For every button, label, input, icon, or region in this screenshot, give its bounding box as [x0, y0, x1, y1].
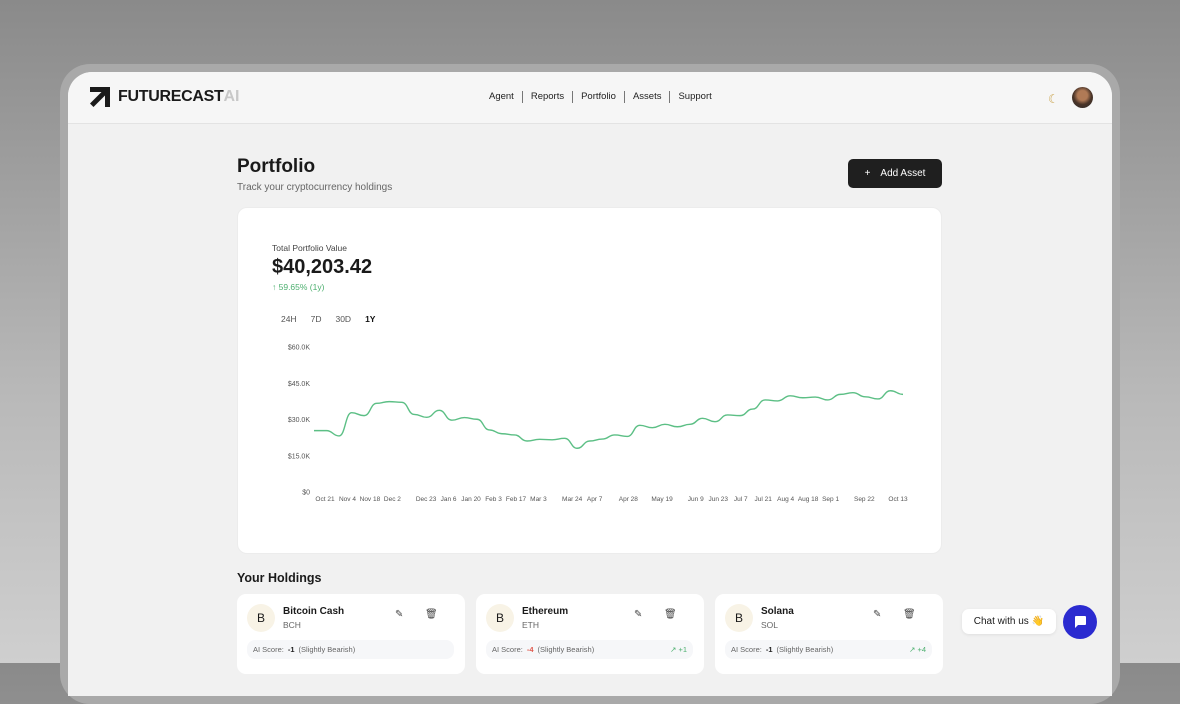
x-tick-label: Sep 1: [822, 496, 839, 503]
app-screen: FUTURECASTAI Agent Reports Portfolio Ass…: [68, 72, 1112, 696]
holdings-title: Your Holdings: [237, 571, 322, 585]
ai-score-bar: AI Score: -1 (Slightly Bearish) ↗ +4: [725, 640, 932, 659]
nav-assets[interactable]: Assets: [625, 91, 671, 103]
y-tick-label: $60.0K: [288, 345, 311, 352]
value-change: ↑ 59.65% (1y): [272, 282, 325, 292]
holding-card[interactable]: B Solana SOL ✎ 🗑 AI Score: -1 (Slightly Be…: [715, 594, 943, 674]
top-nav-bar: FUTURECASTAI Agent Reports Portfolio Ass…: [68, 72, 1112, 124]
device-frame: FUTURECASTAI Agent Reports Portfolio Ass…: [60, 64, 1120, 704]
x-tick-label: Jan 20: [461, 496, 481, 503]
ai-score-value: -4: [526, 645, 534, 654]
plus-icon: +: [864, 168, 871, 179]
moon-icon[interactable]: ☾: [1048, 92, 1059, 106]
x-tick-label: Feb 3: [485, 496, 502, 503]
coin-icon: B: [725, 604, 753, 632]
coin-icon: B: [486, 604, 514, 632]
x-tick-label: Aug 18: [798, 496, 819, 503]
ai-score-value: -1: [287, 645, 295, 654]
x-tick-label: Jun 23: [708, 496, 728, 503]
add-asset-button[interactable]: + Add Asset: [848, 159, 942, 188]
range-1y[interactable]: 1Y: [365, 314, 376, 324]
x-tick-label: Mar 3: [530, 496, 547, 503]
x-tick-label: Nov 18: [360, 496, 381, 503]
chat-with-us-bubble[interactable]: Chat with us 👋: [962, 609, 1056, 634]
total-value: $40,203.42: [272, 256, 373, 278]
score-trend: ↗ +4: [909, 645, 926, 654]
edit-icon[interactable]: ✎: [634, 609, 643, 620]
holding-card[interactable]: B Ethereum ETH ✎ 🗑 AI Score: -4 (Slightly …: [476, 594, 704, 674]
range-selector: 24H 7D 30D 1Y: [274, 314, 382, 324]
chat-icon: [1075, 616, 1086, 628]
trash-icon[interactable]: 🗑: [664, 609, 677, 620]
coin-name: Bitcoin Cash: [283, 606, 345, 617]
portfolio-chart-card: Total Portfolio Value $40,203.42 ↑ 59.65…: [237, 207, 942, 554]
x-tick-label: Mar 24: [562, 496, 583, 503]
ai-score-bar: AI Score: -4 (Slightly Bearish) ↗ +1: [486, 640, 693, 659]
ai-score-bar: AI Score: -1 (Slightly Bearish): [247, 640, 454, 659]
logo-text: FUTURECAST: [118, 88, 224, 105]
ai-score-label: AI Score:: [731, 645, 762, 654]
portfolio-line-chart: $0 $15.0K $30.0K $45.0K $60.0K Oct 21 Nov 4 Nov…: [288, 345, 908, 504]
page-title: Portfolio: [237, 156, 316, 177]
coin-symbol: ETH: [522, 620, 539, 630]
x-tick-label: Dec 23: [416, 496, 437, 503]
x-tick-label: Oct 13: [888, 496, 908, 503]
x-tick-label: Apr 28: [619, 496, 639, 503]
x-tick-label: Feb 17: [506, 496, 527, 503]
y-tick-label: $0: [302, 490, 310, 497]
sentiment: (Slightly Bearish): [776, 645, 834, 654]
sentiment: (Slightly Bearish): [298, 645, 356, 654]
arrow-logo-icon: [90, 87, 110, 107]
y-tick-label: $30.0K: [288, 417, 311, 424]
chat-button[interactable]: [1063, 605, 1097, 639]
y-tick-label: $15.0K: [288, 453, 311, 460]
x-tick-label: Jul 7: [734, 496, 748, 503]
ai-score-label: AI Score:: [492, 645, 523, 654]
coin-symbol: BCH: [283, 620, 301, 630]
trash-icon[interactable]: 🗑: [425, 609, 438, 620]
coin-symbol: SOL: [761, 620, 779, 630]
add-asset-label: Add Asset: [880, 168, 926, 179]
coin-name: Ethereum: [522, 606, 569, 617]
ai-score-value: -1: [765, 645, 773, 654]
x-tick-label: Jan 6: [441, 496, 457, 503]
x-tick-label: Jun 9: [688, 496, 704, 503]
x-tick-label: May 19: [651, 496, 673, 503]
total-value-label: Total Portfolio Value: [272, 243, 347, 253]
x-tick-label: Dec 2: [384, 496, 401, 503]
edit-icon[interactable]: ✎: [873, 609, 882, 620]
nav-support[interactable]: Support: [678, 91, 712, 102]
coin-icon: B: [247, 604, 275, 632]
x-tick-label: Aug 4: [777, 496, 794, 503]
avatar[interactable]: [1072, 87, 1093, 108]
score-trend: ↗ +1: [670, 645, 687, 654]
x-tick-label: Sep 22: [854, 496, 875, 503]
page-subtitle: Track your cryptocurrency holdings: [237, 182, 393, 193]
nav-reports[interactable]: Reports: [523, 91, 574, 103]
range-24h[interactable]: 24H: [281, 314, 297, 324]
wave-emoji-icon: 👋: [1031, 616, 1045, 627]
logo[interactable]: FUTURECASTAI: [88, 85, 239, 109]
coin-name: Solana: [761, 606, 794, 617]
holding-card[interactable]: B Bitcoin Cash BCH ✎ 🗑 AI Score: -1 (Sligh…: [237, 594, 465, 674]
chat-label: Chat with us: [973, 616, 1029, 627]
nav-portfolio[interactable]: Portfolio: [573, 91, 625, 103]
nav-agent[interactable]: Agent: [481, 91, 523, 103]
edit-icon[interactable]: ✎: [395, 609, 404, 620]
y-tick-label: $45.0K: [288, 381, 311, 388]
sentiment: (Slightly Bearish): [537, 645, 595, 654]
range-7d[interactable]: 7D: [310, 314, 322, 324]
logo-suffix: AI: [223, 88, 240, 105]
x-tick-label: Jul 21: [754, 496, 772, 503]
portfolio-value-line: [314, 390, 904, 449]
main-nav: Agent Reports Portfolio Assets Support: [481, 91, 720, 103]
ai-score-label: AI Score:: [253, 645, 284, 654]
x-tick-label: Apr 7: [587, 496, 603, 503]
trash-icon[interactable]: 🗑: [903, 609, 916, 620]
x-tick-label: Oct 21: [315, 496, 335, 503]
x-tick-label: Nov 4: [339, 496, 356, 503]
range-30d[interactable]: 30D: [335, 314, 352, 324]
